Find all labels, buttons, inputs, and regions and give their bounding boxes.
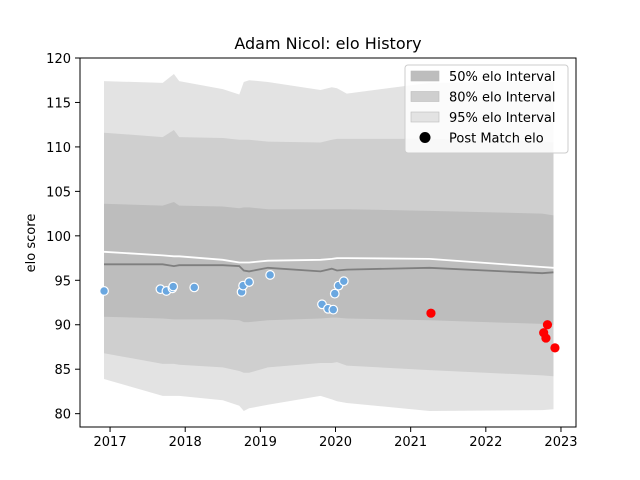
y-tick-label: 115: [46, 96, 71, 111]
legend-label: 80% elo Interval: [449, 91, 556, 106]
post-match-point: [265, 270, 276, 280]
legend-label: Post Match elo: [449, 132, 544, 147]
post-match-point: [244, 277, 254, 287]
post-match-point: [189, 282, 200, 293]
plot-area: [99, 74, 560, 411]
y-tick-label: 85: [54, 363, 71, 378]
y-tick-label: 120: [46, 52, 71, 67]
y-tick-label: 100: [46, 230, 71, 245]
recent-point: [542, 320, 553, 330]
post-match-point: [168, 281, 179, 292]
x-tick-label: 2019: [244, 435, 277, 450]
median-line: [104, 263, 554, 275]
legend-swatch: [410, 70, 440, 82]
mean-line: [103, 250, 554, 269]
legend-marker: [419, 132, 431, 143]
post-match-point: [99, 286, 109, 296]
y-axis-label: elo score: [24, 214, 39, 273]
recent-point: [541, 333, 551, 343]
post-match-point: [329, 288, 340, 299]
x-tick-label: 2020: [319, 435, 352, 450]
x-tick-label: 2018: [169, 435, 202, 450]
legend-label: 50% elo Interval: [449, 70, 556, 85]
chart-title: Adam Nicol: elo History: [234, 34, 421, 53]
plot-frame: [79, 57, 577, 428]
band-50: [104, 202, 554, 325]
recent-point: [550, 343, 560, 353]
legend-box: [404, 64, 569, 154]
y-tick-label: 110: [46, 141, 71, 156]
post-match-point: [328, 304, 339, 315]
y-tick-label: 90: [54, 319, 71, 334]
post-match-point: [338, 276, 349, 287]
x-tick-label: 2021: [394, 435, 427, 450]
legend-swatch: [410, 111, 440, 123]
y-tick-label: 105: [46, 185, 71, 200]
legend-label: 95% elo Interval: [449, 111, 556, 126]
axes: 2017 2018 2019 2020 2021 2022 2023 80 85 90 95 100 1…: [46, 52, 577, 450]
x-tick-label: 2022: [469, 435, 502, 450]
recent-point: [426, 308, 436, 318]
y-tick-label: 80: [54, 408, 71, 423]
legend: 50% elo Interval 80% elo Interval 95% elo …: [404, 64, 569, 154]
x-tick-label: 2023: [544, 435, 577, 450]
legend-swatch: [410, 91, 440, 102]
y-tick-label: 95: [54, 274, 71, 289]
x-tick-label: 2017: [94, 435, 127, 450]
